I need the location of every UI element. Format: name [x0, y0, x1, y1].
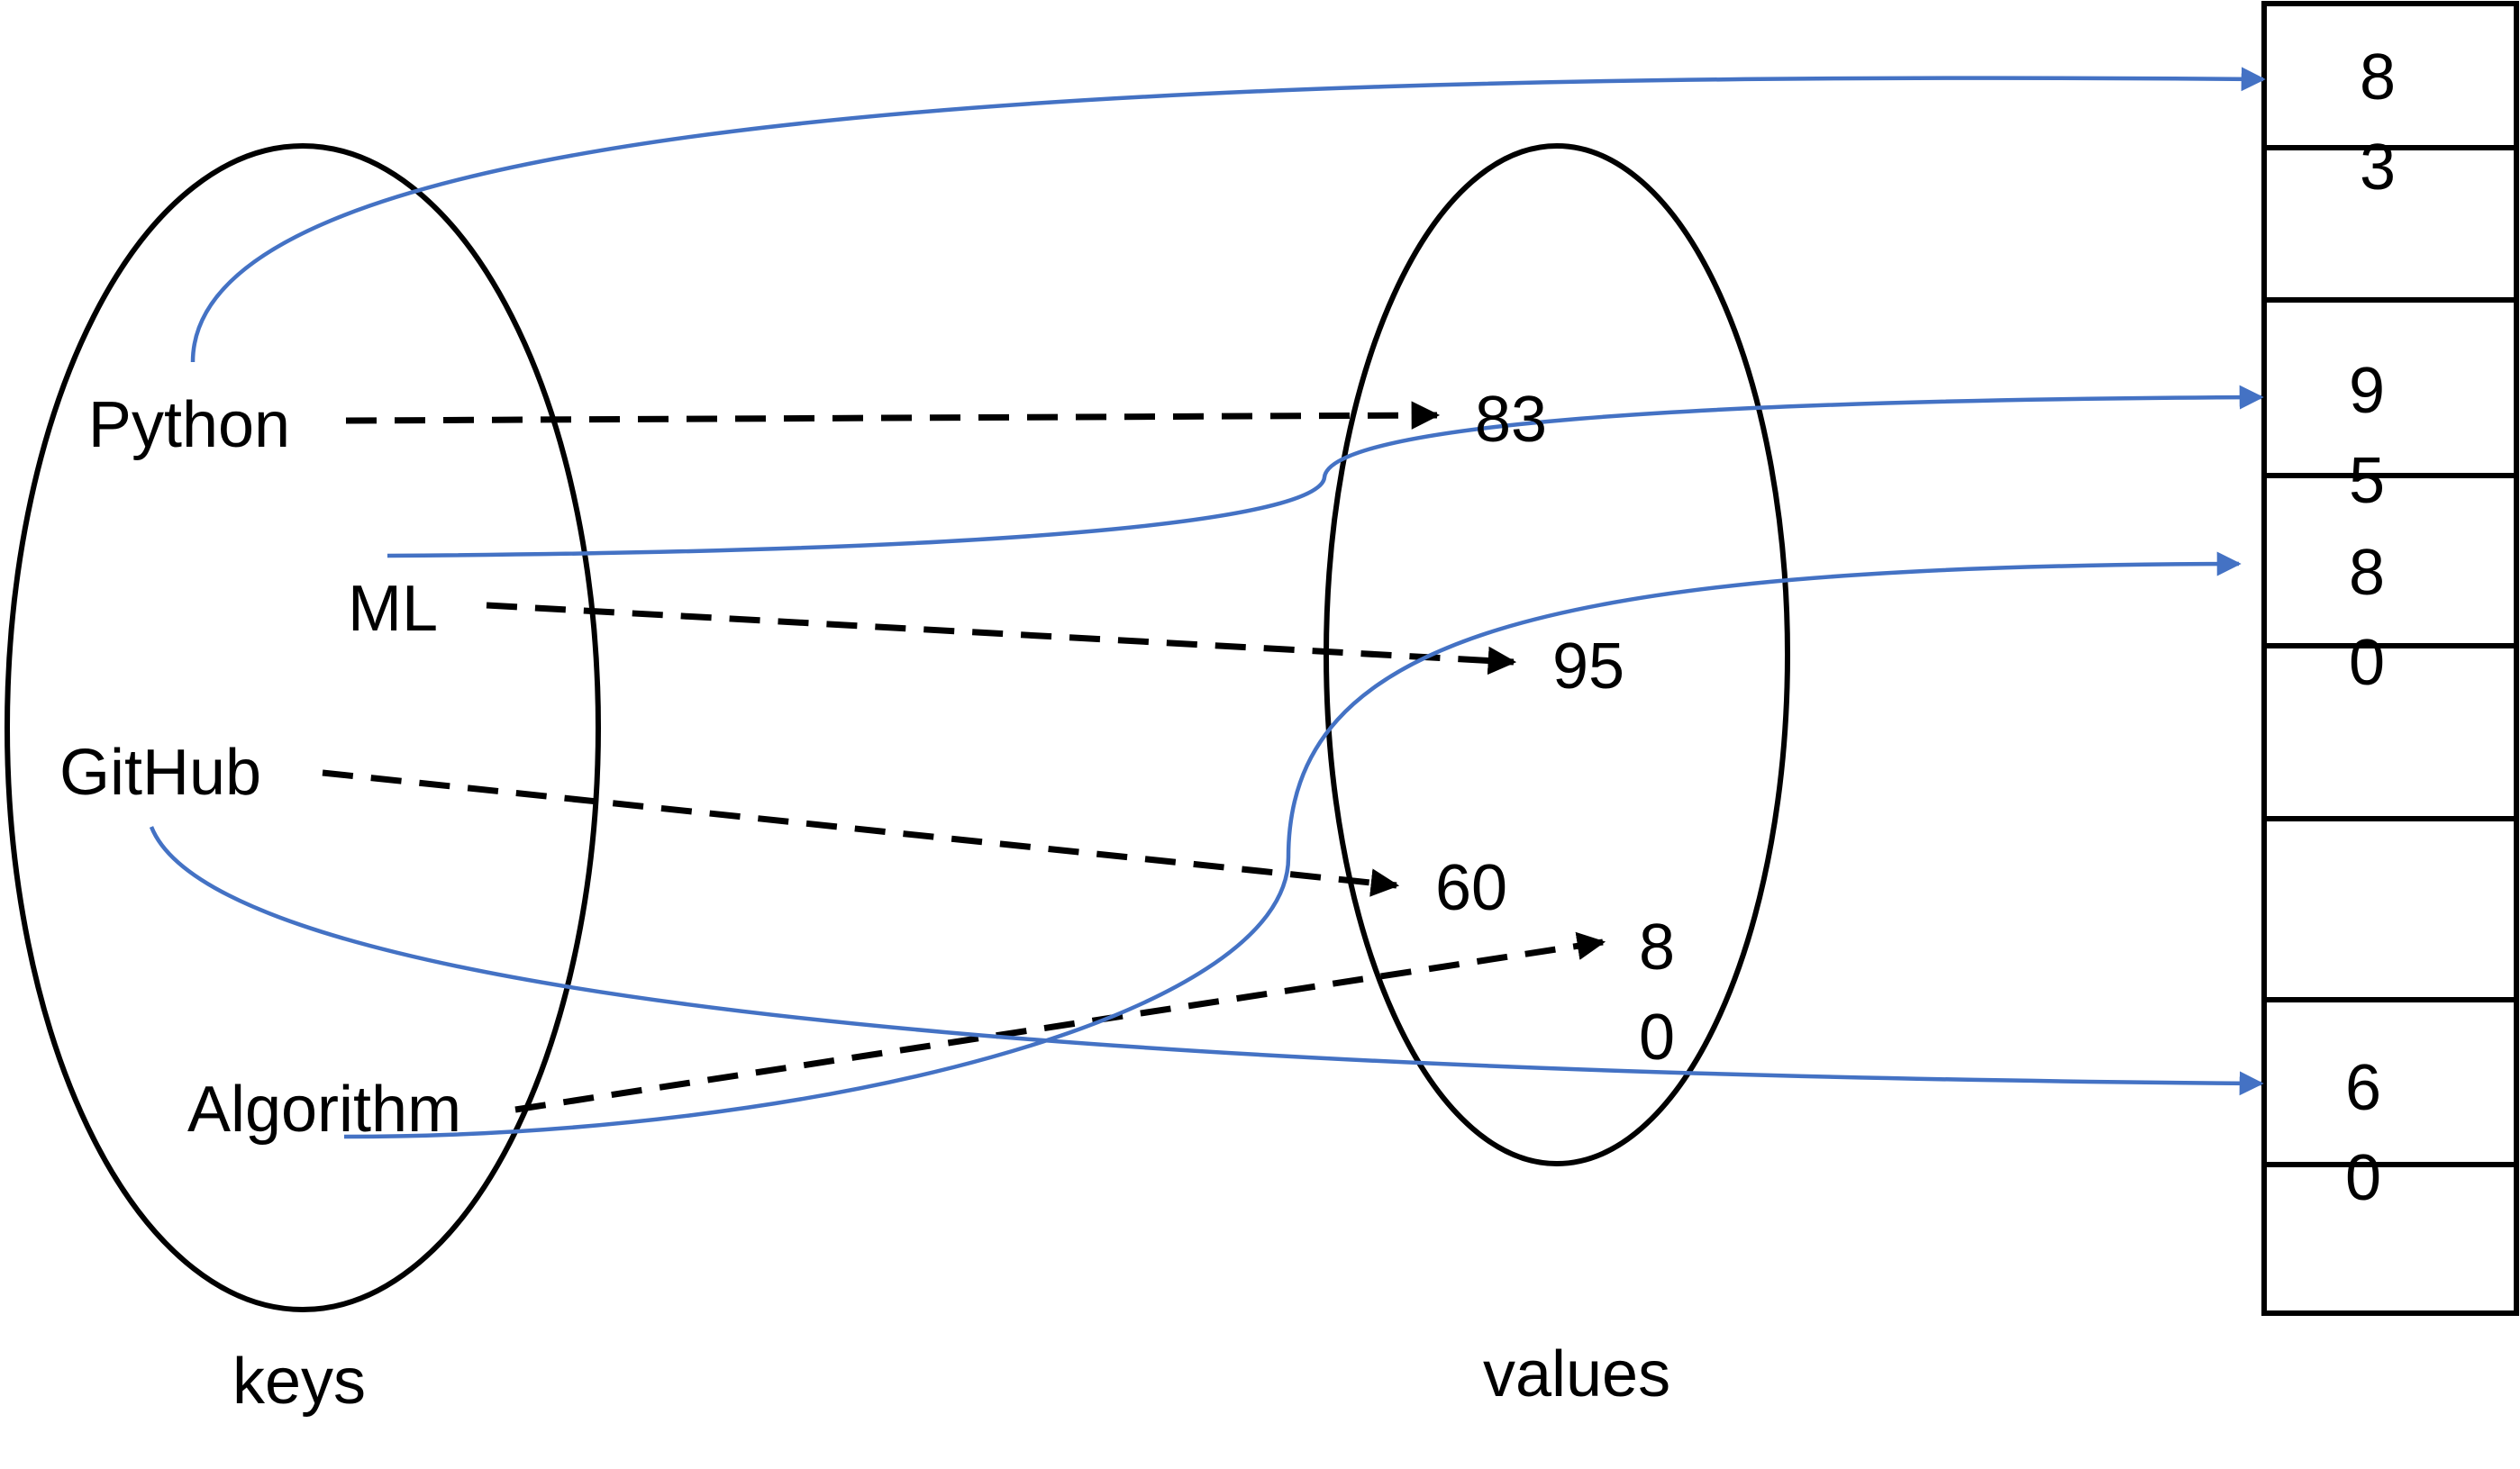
value-80-line1: 8 — [1639, 911, 1675, 984]
value-83: 83 — [1475, 384, 1547, 456]
key-github: GitHub — [59, 737, 261, 809]
reference-line-algorithm — [343, 551, 2242, 1139]
mapping-arrow-algorithm — [514, 931, 1606, 1113]
reference-line-ml — [387, 385, 2264, 558]
memory-cell-80-line1: 8 — [2349, 537, 2385, 609]
mapping-arrow-python — [345, 401, 1441, 430]
key-python: Python — [88, 389, 290, 461]
mapping-arrow-github — [322, 769, 1400, 897]
value-95: 95 — [1552, 630, 1624, 703]
mapping-arrow-ml — [486, 602, 1517, 676]
memory-cell-60-line1: 6 — [2345, 1052, 2381, 1124]
memory-column-border — [2261, 1, 2519, 1316]
memory-cell-83-line2: 3 — [2360, 131, 2396, 204]
memory-cell-95-line1: 9 — [2349, 355, 2385, 427]
reference-lines — [149, 67, 2266, 1139]
mapping-arrows — [322, 401, 1606, 1113]
reference-line-python — [190, 67, 2266, 363]
memory-cell-60-line2: 0 — [2345, 1142, 2381, 1214]
reference-line-github — [149, 826, 2264, 1096]
memory-cell-83-line1: 8 — [2360, 41, 2396, 113]
keys-ellipse — [5, 143, 601, 1312]
memory-column — [2261, 1, 2519, 1316]
memory-cell-95-line2: 5 — [2349, 445, 2385, 517]
value-80-line2: 0 — [1639, 1002, 1675, 1074]
key-algorithm: Algorithm — [187, 1074, 461, 1146]
values-caption: values — [1483, 1338, 1670, 1410]
key-ml: ML — [348, 573, 438, 645]
value-60: 60 — [1435, 852, 1507, 924]
keys-caption: keys — [232, 1346, 366, 1418]
memory-cell-80-line2: 0 — [2349, 627, 2385, 699]
